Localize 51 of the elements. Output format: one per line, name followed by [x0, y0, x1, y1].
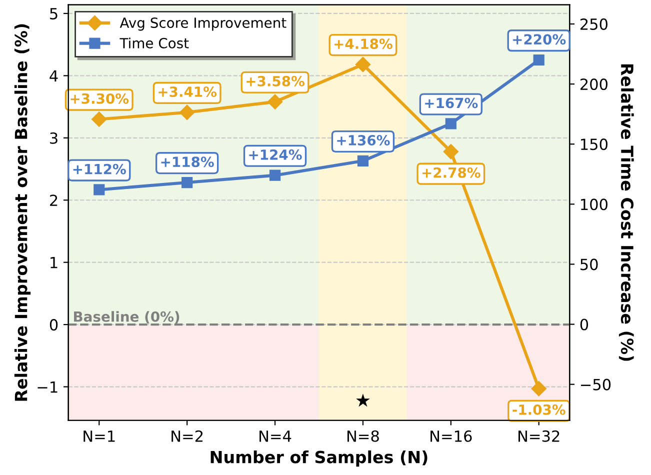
x-tick-label: N=4 [260, 430, 292, 442]
x-tick-label: N=1 [84, 430, 115, 442]
data-label: -1.03% [512, 404, 566, 415]
x-tick-label: N=16 [430, 430, 472, 442]
y2-axis-title: Relative Time Cost Increase (%) [618, 64, 634, 361]
y-tick-label: 2 [50, 194, 58, 206]
y2-tick-label: 100 [581, 198, 608, 210]
annotation: ★ [356, 394, 370, 407]
y2-tick-label: 200 [580, 78, 608, 90]
y-tick-label: 3 [50, 132, 58, 144]
point [531, 381, 546, 396]
data-label: +3.41% [158, 86, 217, 97]
x-tick-label: N=2 [172, 430, 203, 442]
y2-tick-label: 250 [580, 18, 608, 30]
y-tick-label: 5 [50, 8, 58, 20]
point [443, 144, 458, 160]
x-tick-label: N=32 [518, 430, 560, 442]
data-label: +167% [425, 98, 478, 108]
point [357, 155, 369, 166]
point [269, 170, 281, 181]
point [445, 118, 456, 130]
point [182, 176, 193, 188]
legend-label: Avg Score Improvement [120, 17, 286, 31]
y2-tick-label: 50 [580, 258, 598, 270]
data-label: +124% [249, 149, 302, 160]
data-label: +112% [73, 164, 126, 174]
ref-line-label: Baseline (0%) [74, 311, 180, 324]
y-tick-label: 4 [50, 70, 58, 82]
y2-tick-label: −50 [580, 378, 611, 390]
data-label: +220% [513, 34, 566, 45]
point [180, 104, 195, 120]
y2-tick-label: 0 [580, 318, 588, 330]
data-label: +4.18% [334, 38, 392, 50]
y-tick-label: 1 [50, 257, 58, 268]
point [92, 112, 107, 127]
y-axis-title: Relative Improvement over Baseline (%) [14, 24, 31, 401]
data-label: +136% [337, 134, 390, 146]
y-tick-label: −1 [38, 381, 58, 393]
point [355, 56, 371, 72]
point [267, 94, 283, 110]
point [533, 54, 544, 66]
data-label: +2.78% [422, 167, 480, 178]
data-label: +3.30% [70, 93, 129, 104]
legend-label: Time Cost [120, 38, 189, 48]
data-label: +118% [161, 156, 214, 168]
x-tick-label: N=8 [347, 430, 379, 442]
y2-tick-label: 150 [581, 138, 608, 150]
point [94, 184, 105, 196]
x-axis-title: Number of Samples (N) [210, 450, 428, 467]
data-label: +3.58% [246, 76, 304, 86]
y-tick-label: 0 [50, 319, 58, 331]
